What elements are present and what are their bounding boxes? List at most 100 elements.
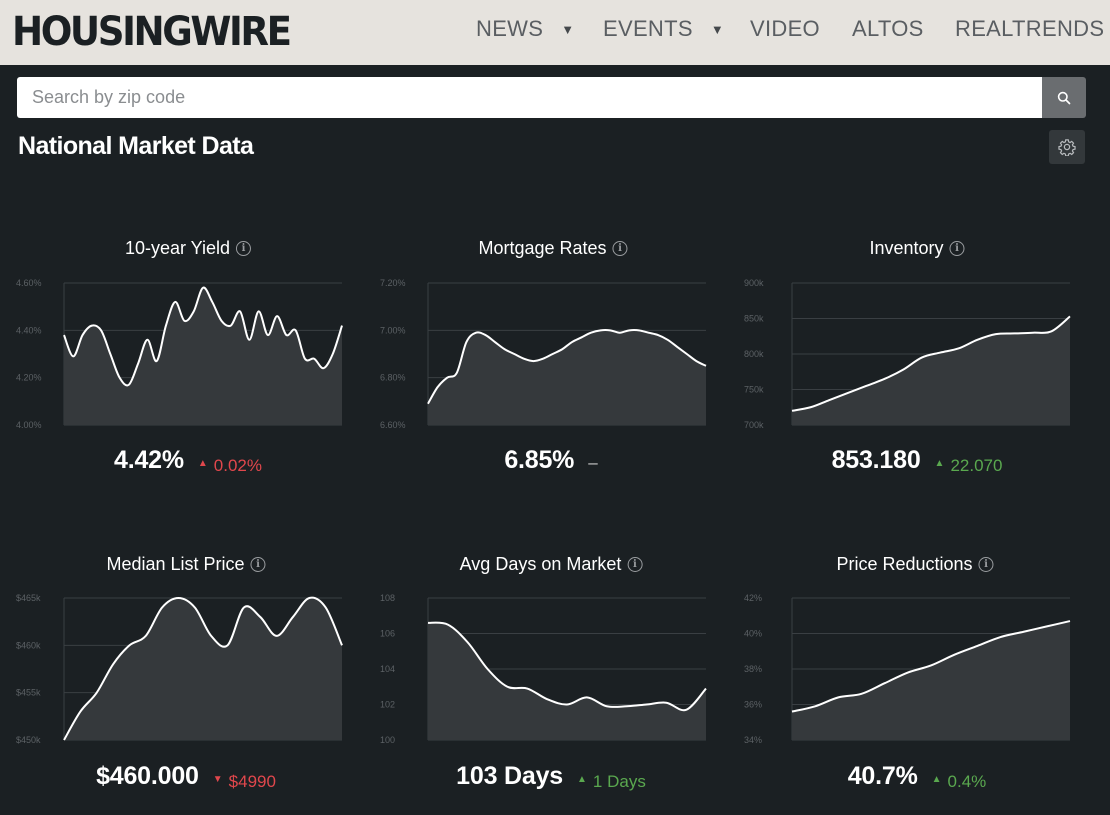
arrow-up-icon: ▲ xyxy=(931,774,942,785)
search-button[interactable] xyxy=(1042,77,1086,118)
y-tick-label: 108 xyxy=(380,593,395,603)
series-line xyxy=(791,315,1071,412)
y-tick-label: 36% xyxy=(744,700,762,710)
nav-video-label: VIDEO xyxy=(750,16,820,41)
y-tick-label: 850k xyxy=(744,314,764,324)
card-change: ▲ 22.070 xyxy=(935,456,1003,476)
y-tick-label: 40% xyxy=(744,629,762,639)
card-title-text: Avg Days on Market xyxy=(459,554,622,574)
card-value: 40.7% xyxy=(847,762,918,790)
card-value-row: 853.180 ▲ 22.070 xyxy=(832,446,1003,476)
y-tick-label: 34% xyxy=(744,735,762,745)
card-title-mortgage-rates: Mortgage Rates i xyxy=(478,238,628,259)
card-title-text: Price Reductions xyxy=(836,554,973,574)
y-tick-label: 6.60% xyxy=(380,420,406,430)
card-change: ▼ $4990 xyxy=(213,772,276,792)
chart-avg-days-on-market: 108 106 104 102 100 xyxy=(380,593,707,745)
info-icon[interactable]: i xyxy=(612,241,628,256)
area-fill xyxy=(428,622,706,740)
nav-item-realtrends[interactable]: REALTRENDS xyxy=(955,0,1104,58)
y-tick-label: 700k xyxy=(744,420,764,430)
card-change-text: 0.02% xyxy=(213,455,262,475)
card-value: 103 Days xyxy=(456,762,563,790)
area-fill xyxy=(64,287,342,425)
gear-icon xyxy=(1058,139,1076,156)
y-tick-label: 7.00% xyxy=(380,325,406,335)
nav-altos-label: ALTOS xyxy=(852,16,924,41)
card-change-text: $4990 xyxy=(228,771,276,791)
y-tick-label: 4.20% xyxy=(16,373,42,383)
arrow-up-icon: ▲ xyxy=(577,774,587,785)
area-fill xyxy=(64,597,342,740)
chevron-down-icon: ▼ xyxy=(710,21,724,37)
card-value: 6.85% xyxy=(504,446,575,474)
card-title-price-reductions: Price Reductions i xyxy=(836,554,994,575)
y-tick-label: $465k xyxy=(16,593,41,603)
card-value-row: 4.42% ▲ 0.02% xyxy=(114,446,262,476)
card-value-row: 6.85% – xyxy=(504,446,597,475)
card-change-text: 1 Days xyxy=(592,771,646,791)
card-value: $460.000 xyxy=(96,762,199,790)
series-line xyxy=(63,596,343,741)
y-tick-label: 104 xyxy=(380,664,395,674)
card-change: ▲ 1 Days xyxy=(577,772,646,792)
y-tick-label: 6.80% xyxy=(380,373,406,383)
info-icon[interactable]: i xyxy=(250,557,266,572)
card-value: 853.180 xyxy=(831,446,921,474)
y-tick-label: $450k xyxy=(16,735,41,745)
y-tick-label: 38% xyxy=(744,664,762,674)
y-tick-label: $455k xyxy=(16,688,41,698)
y-tick-label: $460k xyxy=(16,640,41,650)
settings-button[interactable] xyxy=(1049,130,1085,164)
arrow-up-icon: ▲ xyxy=(934,458,945,469)
y-tick-label: 102 xyxy=(380,700,395,710)
y-tick-label: 4.60% xyxy=(16,278,42,288)
zip-search-input[interactable] xyxy=(17,77,1042,118)
card-title-avg-days-on-market: Avg Days on Market i xyxy=(460,554,643,575)
card-title-text: Mortgage Rates xyxy=(478,238,607,258)
info-icon[interactable]: i xyxy=(978,557,994,572)
info-icon[interactable]: i xyxy=(627,557,643,572)
series-line xyxy=(791,620,1071,713)
card-title-inventory: Inventory i xyxy=(869,238,965,259)
card-title-10-year-yield: 10-year Yield i xyxy=(125,238,252,259)
card-title-text: Median List Price xyxy=(106,554,245,574)
nav-realtrends-label: REALTRENDS xyxy=(955,16,1105,41)
nav-events-label: EVENTS xyxy=(603,16,693,41)
card-value-row: 103 Days ▲ 1 Days xyxy=(456,762,646,792)
nav-item-video[interactable]: VIDEO xyxy=(750,0,820,58)
card-change-text: – xyxy=(588,453,598,472)
housingwire-logo[interactable]: HOUSINGWIRE xyxy=(12,9,292,55)
y-tick-label: 7.20% xyxy=(380,278,406,288)
chart-mortgage-rates: 7.20% 7.00% 6.80% 6.60% xyxy=(380,278,707,430)
card-title-text: Inventory xyxy=(869,238,944,258)
y-tick-label: 4.00% xyxy=(16,420,42,430)
nav-item-events[interactable]: EVENTS ▼ xyxy=(603,0,724,58)
chevron-down-icon: ▼ xyxy=(561,21,575,37)
y-tick-label: 42% xyxy=(744,593,762,603)
nav-item-news[interactable]: NEWS ▼ xyxy=(476,0,574,58)
card-value-row: $460.000 ▼ $4990 xyxy=(96,762,276,792)
series-line xyxy=(427,329,707,405)
area-fill xyxy=(792,621,1070,740)
top-header: HOUSINGWIRE NEWS ▼ EVENTS ▼ VIDEO ALTOS RE… xyxy=(0,0,1110,65)
area-fill xyxy=(792,316,1070,425)
nav-item-altos[interactable]: ALTOS xyxy=(852,0,924,58)
area-fill xyxy=(428,330,706,425)
card-title-median-list-price: Median List Price i xyxy=(106,554,266,575)
chart-inventory: 900k 850k 800k 750k 700k xyxy=(744,278,1071,430)
chart-price-reductions: 42% 40% 38% 36% 34% xyxy=(744,593,1071,745)
info-icon[interactable]: i xyxy=(949,241,965,256)
card-value-row: 40.7% ▲ 0.4% xyxy=(848,762,987,792)
card-change-text: 0.4% xyxy=(947,771,987,791)
search-icon xyxy=(1057,91,1071,104)
series-line xyxy=(63,286,343,387)
y-tick-label: 750k xyxy=(744,385,764,395)
y-tick-label: 100 xyxy=(380,735,395,745)
card-change: ▲ 0.02% xyxy=(198,456,262,476)
info-icon[interactable]: i xyxy=(236,241,252,256)
chart-10-year-yield: 4.60% 4.40% 4.20% 4.00% xyxy=(16,278,343,430)
y-tick-label: 900k xyxy=(744,278,764,288)
y-tick-label: 4.40% xyxy=(16,325,42,335)
page-title: National Market Data xyxy=(18,132,254,160)
